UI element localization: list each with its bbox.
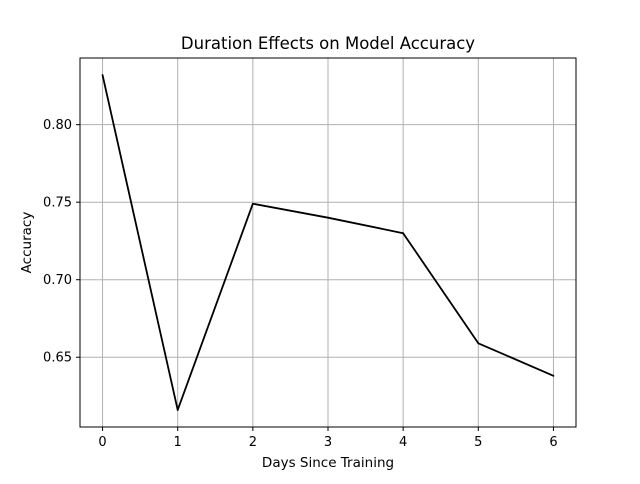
axis-ticks: 0 1 2 3 4 5 6 0.65 0.70 0.75 0.80 — [43, 118, 558, 450]
y-tick-label: 0.75 — [43, 196, 72, 211]
data-point — [251, 202, 254, 205]
data-point — [477, 342, 480, 345]
x-tick-label: 4 — [399, 435, 407, 450]
y-tick-label: 0.65 — [43, 351, 72, 366]
x-tick-label: 1 — [174, 435, 182, 450]
y-tick-label: 0.80 — [43, 118, 72, 133]
grid — [80, 58, 576, 427]
x-tick-label: 0 — [98, 435, 106, 450]
x-tick-label: 5 — [474, 435, 482, 450]
data-point — [402, 232, 405, 235]
y-tick-label: 0.70 — [43, 273, 72, 288]
x-axis-label: Days Since Training — [262, 455, 394, 471]
chart-title: Duration Effects on Model Accuracy — [181, 34, 475, 53]
x-tick-label: 3 — [324, 435, 332, 450]
data-point — [552, 374, 555, 377]
data-point — [101, 74, 104, 76]
data-point — [327, 216, 329, 219]
data-point — [176, 409, 179, 411]
x-tick-label: 6 — [549, 435, 557, 450]
y-axis-label: Accuracy — [19, 212, 35, 274]
series-layer — [101, 74, 555, 411]
x-tick-label: 2 — [249, 435, 257, 450]
